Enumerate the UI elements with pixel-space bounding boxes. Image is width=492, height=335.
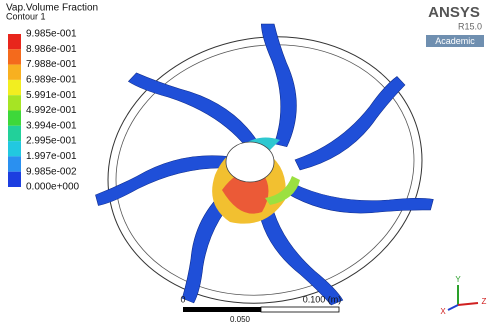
legend-label: 5.991e-001 [26,90,77,101]
scale-start: 0 [180,294,185,304]
color-band [8,172,21,187]
y-label: Y [455,275,461,284]
color-band [8,80,21,95]
color-band [8,126,21,141]
legend-labels: 9.985e-001 8.986e-001 7.988e-001 6.989e-001… [26,29,80,193]
logo-name: ANSYS [428,4,480,21]
z-label: Z [482,297,487,306]
scale-end: 0.100 (m) [303,294,342,304]
color-band [8,49,21,64]
legend-label: 9.985e-002 [26,166,77,177]
legend-label: 9.985e-001 [26,29,77,40]
legend-label: 4.992e-001 [26,105,77,116]
hub [226,142,274,182]
legend-label: 1.997e-001 [26,151,77,162]
color-band [8,111,21,126]
viewport: Vap.Volume Fraction Contour 1 9.985e-001… [0,0,492,335]
logo-release: R15.0 [458,21,482,31]
scale-mid: 0.050 [230,315,251,324]
logo-edition: Academic [435,36,475,46]
scale-segment [261,307,339,312]
legend-label: 0.000e+000 [26,182,80,193]
x-label: X [440,307,446,316]
color-band [8,95,21,110]
color-bar [8,34,21,187]
legend-label: 6.989e-001 [26,75,77,86]
scale-segment [183,307,261,312]
color-band [8,65,21,80]
legend-label: 2.995e-001 [26,136,77,147]
color-band [8,156,21,171]
legend-label: 7.988e-001 [26,59,77,70]
legend-label: 3.994e-001 [26,120,77,131]
color-band [8,141,21,156]
legend-label: 8.986e-001 [26,44,77,55]
color-band [8,34,21,49]
legend-subtitle: Contour 1 [6,11,46,21]
